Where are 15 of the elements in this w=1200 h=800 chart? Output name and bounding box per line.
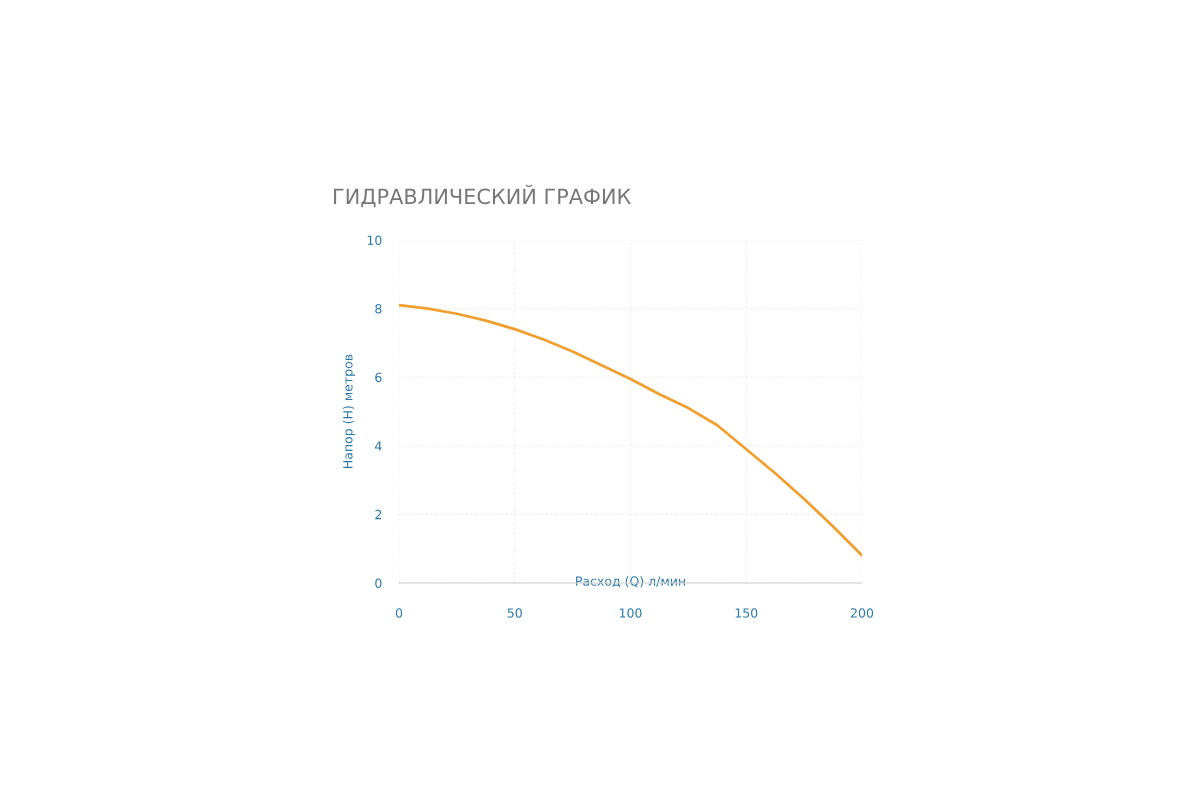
x-tick-label: 100 bbox=[619, 608, 642, 618]
x-axis-title: Расход (Q) л/мин bbox=[576, 576, 685, 588]
y-tick-label: 0 bbox=[375, 578, 382, 588]
y-tick-label: 6 bbox=[375, 372, 382, 383]
x-tick-label: 200 bbox=[850, 608, 874, 618]
y-tick-label: 4 bbox=[374, 441, 382, 451]
x-tick-label: 50 bbox=[507, 608, 522, 618]
y-tick-label: 10 bbox=[367, 235, 382, 245]
y-tick-label: 2 bbox=[375, 509, 382, 520]
chart-title: ГИДРАВЛИЧЕСКИЙ ГРАФИК bbox=[334, 184, 631, 208]
line-series bbox=[399, 303, 862, 557]
x-tick-label: 0 bbox=[395, 608, 403, 618]
y-axis-title: Напор (H) метров bbox=[342, 354, 356, 468]
x-tick-label: 150 bbox=[735, 608, 758, 618]
y-tick-label: 8 bbox=[375, 304, 382, 314]
